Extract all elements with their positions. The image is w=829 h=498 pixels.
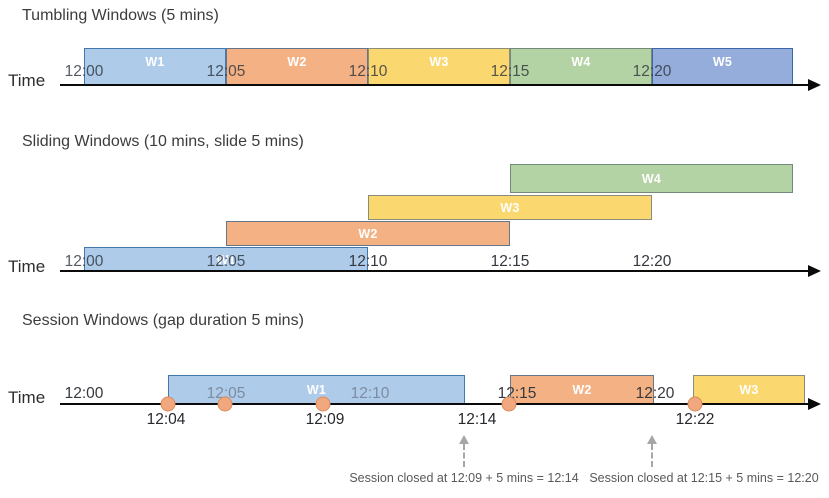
tumbling-window-w5: W5 xyxy=(652,48,793,86)
sliding-axis xyxy=(60,270,810,272)
window-label: W5 xyxy=(712,55,733,69)
up-arrow-stem xyxy=(463,444,465,467)
window-label: W3 xyxy=(429,55,449,69)
tumbling-axis-arrowhead xyxy=(808,79,821,91)
tumbling-axis xyxy=(60,84,810,86)
session-window-w3: W3 xyxy=(693,375,805,404)
tumbling-window-w2: W2 xyxy=(226,48,368,86)
event-dot-12-09 xyxy=(315,396,331,412)
tick-12-20: 12:20 xyxy=(635,385,675,402)
window-label: W4 xyxy=(571,55,591,69)
event-label-12-22: 12:22 xyxy=(675,411,715,428)
tick-12-05: 12:05 xyxy=(206,253,246,270)
tick-12-00: 12:00 xyxy=(64,253,104,270)
up-arrow-stem xyxy=(651,444,653,467)
tick-12-15: 12:15 xyxy=(490,253,530,270)
tick-12-05: 12:05 xyxy=(206,63,246,80)
sliding-axis-arrowhead xyxy=(808,265,821,277)
session-window-w2: W2 xyxy=(510,375,654,404)
tick-12-10: 12:10 xyxy=(350,385,390,402)
session-axis-arrowhead xyxy=(808,398,821,410)
window-label: W1 xyxy=(145,55,165,69)
tumbling-axis-label: Time xyxy=(8,71,46,90)
window-label: W2 xyxy=(287,55,307,69)
window-label: W2 xyxy=(358,226,378,241)
event-dot-12-04 xyxy=(160,396,176,412)
event-dot-12-15 xyxy=(501,396,517,412)
tick-12-00: 12:00 xyxy=(64,385,104,402)
session-close-annotation-1: Session closed at 12:09 + 5 mins = 12:14 xyxy=(349,471,579,485)
event-label-12-09: 12:09 xyxy=(305,411,345,428)
up-arrow-icon xyxy=(459,435,469,444)
tick-12-00: 12:00 xyxy=(64,63,104,80)
tick-12-10: 12:10 xyxy=(348,63,388,80)
tick-12-05: 12:05 xyxy=(206,385,246,402)
event-dot-12-06 xyxy=(217,396,233,412)
window-label: W4 xyxy=(641,171,662,186)
close-label-12-14: 12:14 xyxy=(457,411,497,428)
window-label: W1 xyxy=(216,252,236,267)
sliding-axis-label: Time xyxy=(8,257,46,276)
tick-12-20: 12:20 xyxy=(632,253,672,270)
up-arrow-icon xyxy=(647,435,657,444)
window-label: W3 xyxy=(500,200,520,215)
session-title: Session Windows (gap duration 5 mins) xyxy=(22,312,304,329)
tick-12-20: 12:20 xyxy=(632,63,672,80)
session-axis-label: Time xyxy=(8,388,46,407)
tumbling-window-w4: W4 xyxy=(510,48,652,86)
session-close-annotation-2: Session closed at 12:15 + 5 mins = 12:20 xyxy=(589,471,819,485)
tumbling-window-w3: W3 xyxy=(368,48,510,86)
sliding-window-w4: W4 xyxy=(510,164,793,193)
tick-12-15: 12:15 xyxy=(490,63,530,80)
sliding-window-w2: W2 xyxy=(226,221,510,246)
tumbling-window-w1: W1 xyxy=(84,48,226,86)
sliding-window-w3: W3 xyxy=(368,195,652,220)
sliding-title: Sliding Windows (10 mins, slide 5 mins) xyxy=(22,133,304,150)
tick-12-10: 12:10 xyxy=(348,253,388,270)
tumbling-title: Tumbling Windows (5 mins) xyxy=(22,7,219,24)
event-dot-12-21 xyxy=(687,396,703,412)
window-label: W1 xyxy=(306,382,327,397)
session-axis xyxy=(60,403,810,405)
window-label: W2 xyxy=(572,382,592,397)
window-label: W3 xyxy=(739,382,759,397)
event-label-12-04: 12:04 xyxy=(146,411,186,428)
